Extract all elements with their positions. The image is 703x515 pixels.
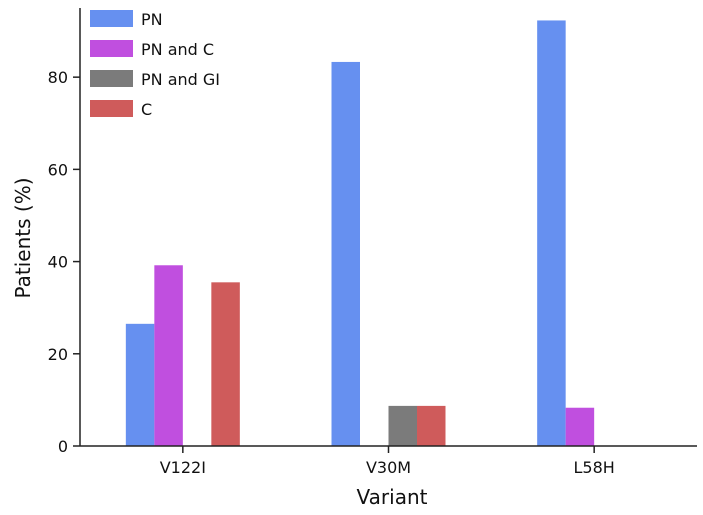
y-tick-label: 20 [48,345,68,364]
legend-label: PN and C [141,40,214,59]
x-axis-title: Variant [357,485,428,509]
x-tick-label: V122I [160,458,206,477]
y-tick-label: 60 [48,160,68,179]
y-tick-label: 80 [48,68,68,87]
bar [331,61,360,447]
bar [388,405,417,446]
y-tick-label: 0 [58,437,68,456]
y-tick-label: 40 [48,253,68,272]
legend-swatch [90,70,133,87]
x-axis-ticks: V122I V30M L58H [160,446,615,477]
legend-swatch [90,40,133,57]
bar [537,20,566,446]
legend-swatch [90,100,133,117]
bar [211,282,240,446]
x-tick-label: V30M [366,458,411,477]
bar [154,265,183,446]
bar [125,323,155,446]
legend-label: PN and GI [141,70,220,89]
legend-label: C [141,100,152,119]
bar [565,407,595,446]
legend-label: PN [141,10,163,29]
legend: PN PN and C PN and GI C [90,10,220,119]
y-axis-title: Patients (%) [11,177,35,298]
x-tick-label: L58H [574,458,615,477]
legend-swatch [90,10,133,27]
bar [417,405,446,446]
y-axis-ticks: 0 20 40 60 80 [48,68,80,456]
bars-group [125,20,595,447]
